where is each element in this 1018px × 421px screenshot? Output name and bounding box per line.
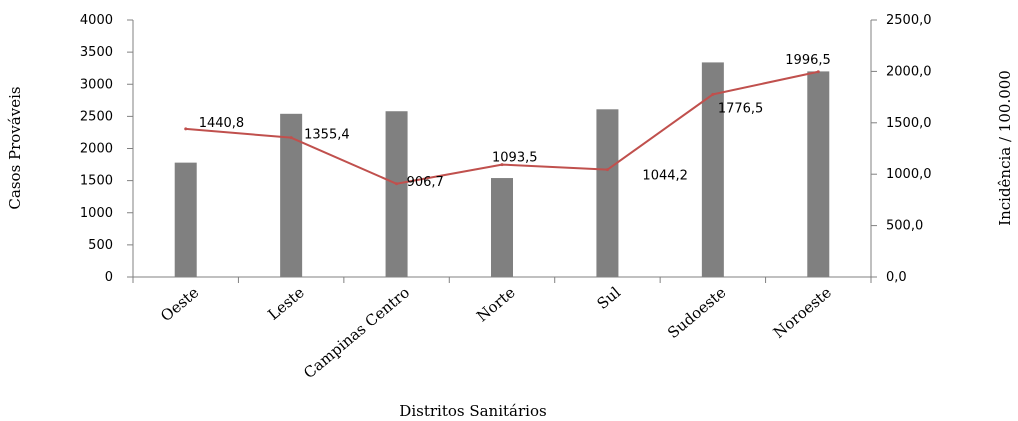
x-tick-label: Noroeste xyxy=(770,283,835,342)
bar xyxy=(385,111,408,277)
y2-axis-title: Incidência / 100.000 xyxy=(996,70,1014,226)
data-label: 1440,8 xyxy=(199,116,245,131)
y-tick-label: 4000 xyxy=(80,13,113,28)
y2-tick-label: 1000,0 xyxy=(886,167,932,182)
line-point xyxy=(816,70,820,74)
y-tick-label: 3000 xyxy=(80,77,113,92)
x-tick-label: Norte xyxy=(473,283,519,325)
data-label: 906,7 xyxy=(407,175,444,190)
bar xyxy=(280,113,303,278)
x-tick-label: Leste xyxy=(264,283,307,324)
line-point xyxy=(605,168,609,172)
y-tick-label: 1000 xyxy=(80,206,113,221)
y-tick-label: 2000 xyxy=(80,142,113,157)
y-tick-label: 500 xyxy=(88,238,113,253)
y2-tick-label: 2500,0 xyxy=(886,13,932,28)
bar xyxy=(491,178,513,277)
y2-tick-label: 1500,0 xyxy=(886,116,932,131)
y-tick-label: 3500 xyxy=(80,45,113,60)
y-tick-label: 2500 xyxy=(80,109,113,124)
y-axis-title: Casos Prováveis xyxy=(6,86,24,209)
x-tick-label: Sul xyxy=(593,283,624,313)
x-axis-title: Distritos Sanitários xyxy=(399,402,546,420)
bar xyxy=(701,62,724,277)
y-tick-label: 1500 xyxy=(80,174,113,189)
x-tick-label: Sudoeste xyxy=(664,283,729,342)
data-label: 1093,5 xyxy=(492,151,538,166)
bar xyxy=(174,162,197,277)
y2-tick-label: 500,0 xyxy=(886,219,923,234)
y2-tick-label: 0,0 xyxy=(886,270,907,285)
line-point xyxy=(289,136,293,140)
data-label: 1355,4 xyxy=(304,128,350,143)
y-tick-label: 0 xyxy=(105,270,113,285)
line-point xyxy=(184,127,188,131)
bar xyxy=(596,109,619,278)
x-tick-label: Oeste xyxy=(157,283,202,325)
line-series xyxy=(184,70,820,186)
data-label: 1044,2 xyxy=(642,169,688,184)
bar xyxy=(807,71,830,278)
line-point xyxy=(711,92,715,96)
data-labels: 1440,8 1355,4 906,7 1093,5 1044,2 1776,5 1996,… xyxy=(199,53,831,190)
data-label: 1776,5 xyxy=(718,101,764,116)
y2-tick-label: 2000,0 xyxy=(886,64,932,79)
line-point xyxy=(500,163,504,167)
data-label: 1996,5 xyxy=(785,53,831,68)
x-tick-label: Campinas Centro xyxy=(300,283,413,382)
bar-series xyxy=(174,62,830,278)
line-point xyxy=(395,182,399,186)
